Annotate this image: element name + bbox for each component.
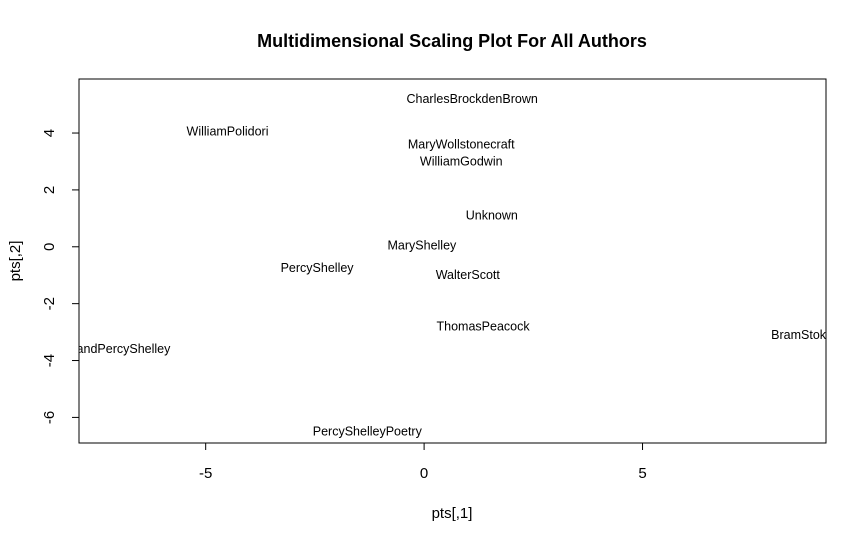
- point-label: WalterScott: [436, 268, 501, 282]
- y-tick-label: -2: [41, 297, 58, 310]
- y-tick-label: 4: [41, 129, 58, 137]
- point-labels: CharlesBrockdenBrown WilliamPolidori MaryW…: [49, 92, 837, 439]
- x-tick-label: 0: [420, 465, 428, 482]
- y-tick-label: -4: [41, 354, 58, 367]
- x-tick-label: 5: [638, 465, 646, 482]
- point-label: Unknown: [466, 209, 518, 223]
- y-tick-label: 0: [41, 243, 58, 251]
- point-label: MaryShelley: [388, 238, 458, 252]
- point-label: BramStoker: [771, 328, 837, 342]
- point-label: MaryandPercyShelley: [49, 342, 171, 356]
- x-axis-label: pts[,1]: [432, 505, 473, 522]
- y-axis-label: pts[,2]: [7, 241, 24, 282]
- point-label: CharlesBrockdenBrown: [407, 92, 538, 106]
- point-label: WilliamGodwin: [420, 154, 503, 168]
- y-tick-label: 2: [41, 186, 58, 194]
- y-axis: -6 -4 -2 0 2 4: [41, 129, 80, 424]
- point-label: MaryWollstonecraft: [408, 137, 515, 151]
- chart-title: Multidimensional Scaling Plot For All Au…: [257, 31, 647, 51]
- point-label: PercyShelleyPoetry: [313, 425, 423, 439]
- point-label: ThomasPeacock: [437, 319, 531, 333]
- y-tick-label: -6: [41, 411, 58, 424]
- point-label: PercyShelley: [281, 261, 355, 275]
- point-label: WilliamPolidori: [187, 125, 269, 139]
- x-axis: -5 0 5: [199, 442, 647, 482]
- x-tick-label: -5: [199, 465, 212, 482]
